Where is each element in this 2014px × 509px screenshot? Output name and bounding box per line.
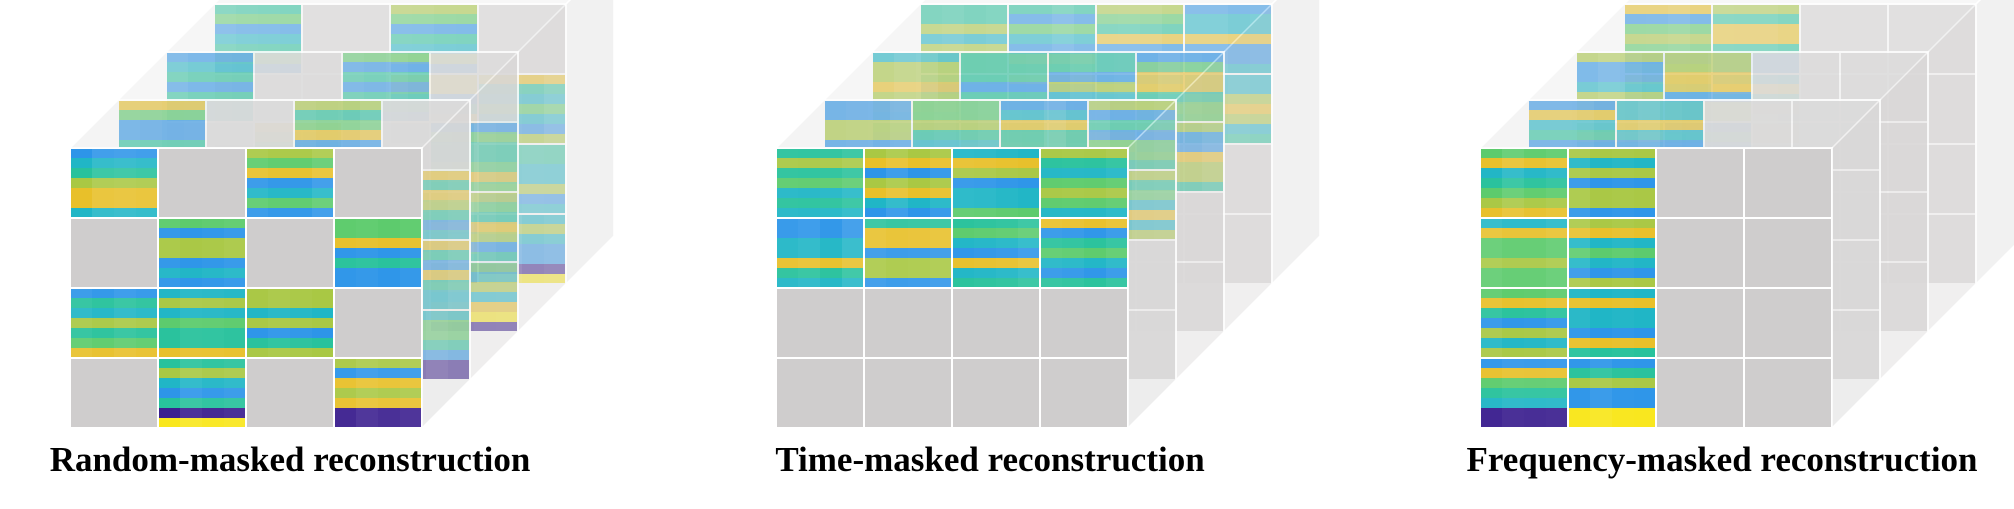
spectrogram-patch [245,287,335,359]
masked-patch [333,287,423,359]
masked-patch [333,147,423,219]
spectrogram-patch [951,147,1041,219]
tensor-layer-1 [774,98,1178,430]
cube-side-face [1127,98,1177,430]
cube-top-face [1574,3,1978,53]
tensor-cube-random [68,0,615,430]
masked-patch [1743,357,1833,429]
cube-top-face [918,0,1278,5]
cube-side-face [1271,0,1321,286]
masked-patch [1039,357,1129,429]
spectrogram-patch [1567,217,1657,289]
cube-top-face [870,3,1274,53]
masked-patch [951,287,1041,359]
masked-patch [1039,287,1129,359]
spectrogram-patch [157,287,247,359]
cube-top-face [1526,51,1930,101]
cube-side-face [1975,0,2014,286]
cube-side-face [1175,50,1225,382]
cube-top-face [774,99,1178,149]
cube-side-face [421,98,471,430]
cube-side-face [1879,50,1929,382]
cube-top-face [1622,0,1982,5]
masked-patch [1655,287,1745,359]
spectrogram-patch [775,217,865,289]
masked-patch [157,147,247,219]
masked-patch [951,357,1041,429]
spectrogram-patch [69,287,159,359]
spectrogram-patch [951,217,1041,289]
caption-frequency: Frequency-masked reconstruction [1466,440,1978,479]
spectrogram-patch [863,217,953,289]
masked-patch [1655,147,1745,219]
spectrogram-patch [1567,147,1657,219]
caption-random: Random-masked reconstruction [49,440,531,479]
spectrogram-patch [157,217,247,289]
tensor-layer-1 [1478,98,1882,430]
masked-patch [429,51,519,123]
spectrogram-patch [863,147,953,219]
masked-patch [863,357,953,429]
spectrogram-patch [381,239,471,311]
cube-side-face [469,50,519,382]
masked-patch [863,287,953,359]
masked-patch [775,287,865,359]
masked-patch [69,357,159,429]
masked-patch [775,357,865,429]
spectrogram-patch [333,357,423,429]
masked-patch [245,217,335,289]
cube-top-face [822,51,1226,101]
spectrogram-patch [1567,357,1657,429]
figure-canvas [68,0,2014,430]
cube-top-face [116,51,520,101]
spectrogram-patch [477,73,567,145]
tensor-cube-time [774,0,1321,430]
masked-patch [245,357,335,429]
cube-side-face [1223,2,1273,334]
spectrogram-patch [69,147,159,219]
masked-patch [69,217,159,289]
spectrogram-patch [1567,287,1657,359]
cube-side-face [517,2,567,334]
spectrogram-patch [245,147,335,219]
spectrogram-patch [333,217,423,289]
cube-top-face [68,99,472,149]
masked-patch [1743,287,1833,359]
masked-patch [1655,357,1745,429]
masked-patch [1655,217,1745,289]
masked-patch [477,3,567,75]
spectrogram-patch [1479,287,1569,359]
spectrogram-patch [1479,357,1569,429]
cube-side-face [1831,98,1881,430]
spectrogram-patch [1479,147,1569,219]
cube-top-face [1478,99,1882,149]
cube-side-face [565,0,615,286]
spectrogram-patch [1039,147,1129,219]
spectrogram-patch [775,147,865,219]
spectrogram-patch [157,357,247,429]
spectrogram-patch [1039,217,1129,289]
cube-top-face [164,3,568,53]
spectrogram-patch [1479,217,1569,289]
tensor-cube-frequency [1478,0,2014,430]
cube-top-face [212,0,572,5]
caption-time: Time-masked reconstruction [775,440,1205,479]
tensor-layer-1 [68,98,472,430]
masked-patch [1743,147,1833,219]
masked-patch [1743,217,1833,289]
cube-side-face [1927,2,1977,334]
